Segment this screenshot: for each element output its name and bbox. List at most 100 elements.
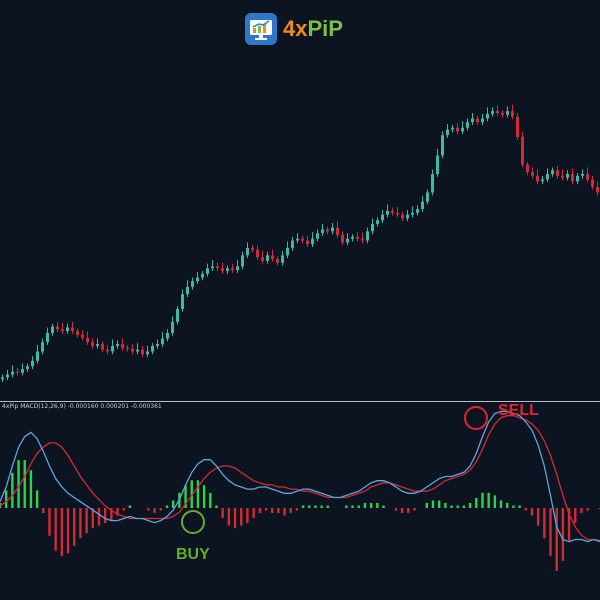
- candle-body: [46, 332, 49, 343]
- candle-body: [276, 259, 279, 263]
- candle-body: [401, 214, 404, 219]
- candle-body: [71, 327, 74, 332]
- candle-body: [26, 366, 29, 370]
- candle-body: [216, 266, 219, 269]
- candle-body: [446, 129, 449, 136]
- candle-body: [196, 277, 199, 282]
- candle-body: [316, 233, 319, 239]
- candle-body: [511, 111, 514, 117]
- candle-body: [346, 238, 349, 243]
- candle-body: [336, 227, 339, 235]
- candle-body: [131, 348, 134, 352]
- candle-body: [171, 321, 174, 333]
- candle-body: [226, 268, 229, 272]
- candle-body: [416, 209, 419, 213]
- candle-body: [396, 212, 399, 215]
- candle-body: [366, 231, 369, 241]
- candle-body: [301, 238, 304, 241]
- candle-body: [61, 329, 64, 332]
- candle-body: [141, 349, 144, 355]
- candle-body: [201, 273, 204, 278]
- candle-body: [506, 111, 509, 115]
- candle-body: [381, 214, 384, 221]
- sell-label: SELL: [498, 402, 539, 419]
- macd-line: [0, 410, 600, 543]
- candle-body: [281, 255, 284, 263]
- candle-body: [116, 344, 119, 346]
- candle-body: [251, 247, 254, 250]
- candle-body: [306, 240, 309, 245]
- candle-body: [261, 257, 264, 261]
- candle-body: [181, 294, 184, 309]
- candle-body: [176, 308, 179, 322]
- candle-body: [36, 351, 39, 361]
- candle-body: [6, 374, 9, 378]
- candle-body: [391, 210, 394, 213]
- sell-signal-circle: [464, 406, 488, 430]
- candle-body: [561, 175, 564, 178]
- candle-body: [586, 173, 589, 180]
- candle-body: [101, 344, 104, 350]
- candle-body: [371, 223, 374, 232]
- candle-body: [491, 111, 494, 114]
- chart-monitor-icon: [245, 13, 277, 45]
- candle-body: [596, 186, 599, 193]
- indicator-label: 4xPip MACD(12,26,9) -0.000160 0.000201 -…: [2, 403, 162, 410]
- candle-body: [81, 334, 84, 338]
- candle-body: [231, 268, 234, 271]
- candle-body: [111, 345, 114, 352]
- candle-body: [456, 127, 459, 132]
- candle-body: [186, 286, 189, 295]
- candle-body: [431, 173, 434, 193]
- signal-line: [0, 414, 600, 542]
- candle-body: [376, 220, 379, 224]
- candle-body: [351, 236, 354, 239]
- candle-body: [356, 236, 359, 239]
- candle-body: [411, 212, 414, 215]
- candle-body: [566, 173, 569, 178]
- candle-body: [451, 127, 454, 130]
- candle-body: [146, 351, 149, 355]
- candle-body: [31, 360, 34, 367]
- candle-body: [121, 344, 124, 348]
- candle-body: [236, 266, 239, 271]
- candle-body: [296, 238, 299, 241]
- candle-body: [211, 266, 214, 269]
- candle-body: [436, 155, 439, 174]
- candle-body: [256, 249, 259, 258]
- candle-body: [96, 344, 99, 346]
- buy-signal-circle: [181, 510, 205, 534]
- candle-body: [1, 377, 4, 380]
- candle-body: [536, 175, 539, 182]
- candle-body: [461, 127, 464, 132]
- candle-body: [421, 201, 424, 210]
- candle-body: [166, 332, 169, 339]
- candle-body: [21, 369, 24, 373]
- candle-body: [426, 192, 429, 202]
- candle-body: [286, 247, 289, 256]
- candle-body: [331, 227, 334, 232]
- candle-body: [591, 179, 594, 187]
- candle-body: [471, 118, 474, 123]
- brand-text: 4xPiP: [283, 16, 343, 41]
- candle-body: [41, 342, 44, 352]
- brand-logo: 4xPiP: [245, 12, 343, 46]
- candle-body: [191, 281, 194, 287]
- candle-body: [126, 347, 129, 349]
- candle-body: [516, 116, 519, 137]
- candle-body: [486, 113, 489, 119]
- candle-body: [206, 268, 209, 274]
- candle-body: [581, 173, 584, 176]
- candle-body: [91, 342, 94, 346]
- candle-body: [136, 349, 139, 352]
- candle-body: [151, 345, 154, 352]
- candle-body: [106, 349, 109, 352]
- candle-body: [441, 135, 444, 156]
- candle-body: [576, 175, 579, 182]
- candle-body: [161, 338, 164, 345]
- buy-label: BUY: [176, 546, 210, 563]
- candle-body: [551, 170, 554, 174]
- candle-body: [501, 112, 504, 115]
- candle-body: [406, 214, 409, 219]
